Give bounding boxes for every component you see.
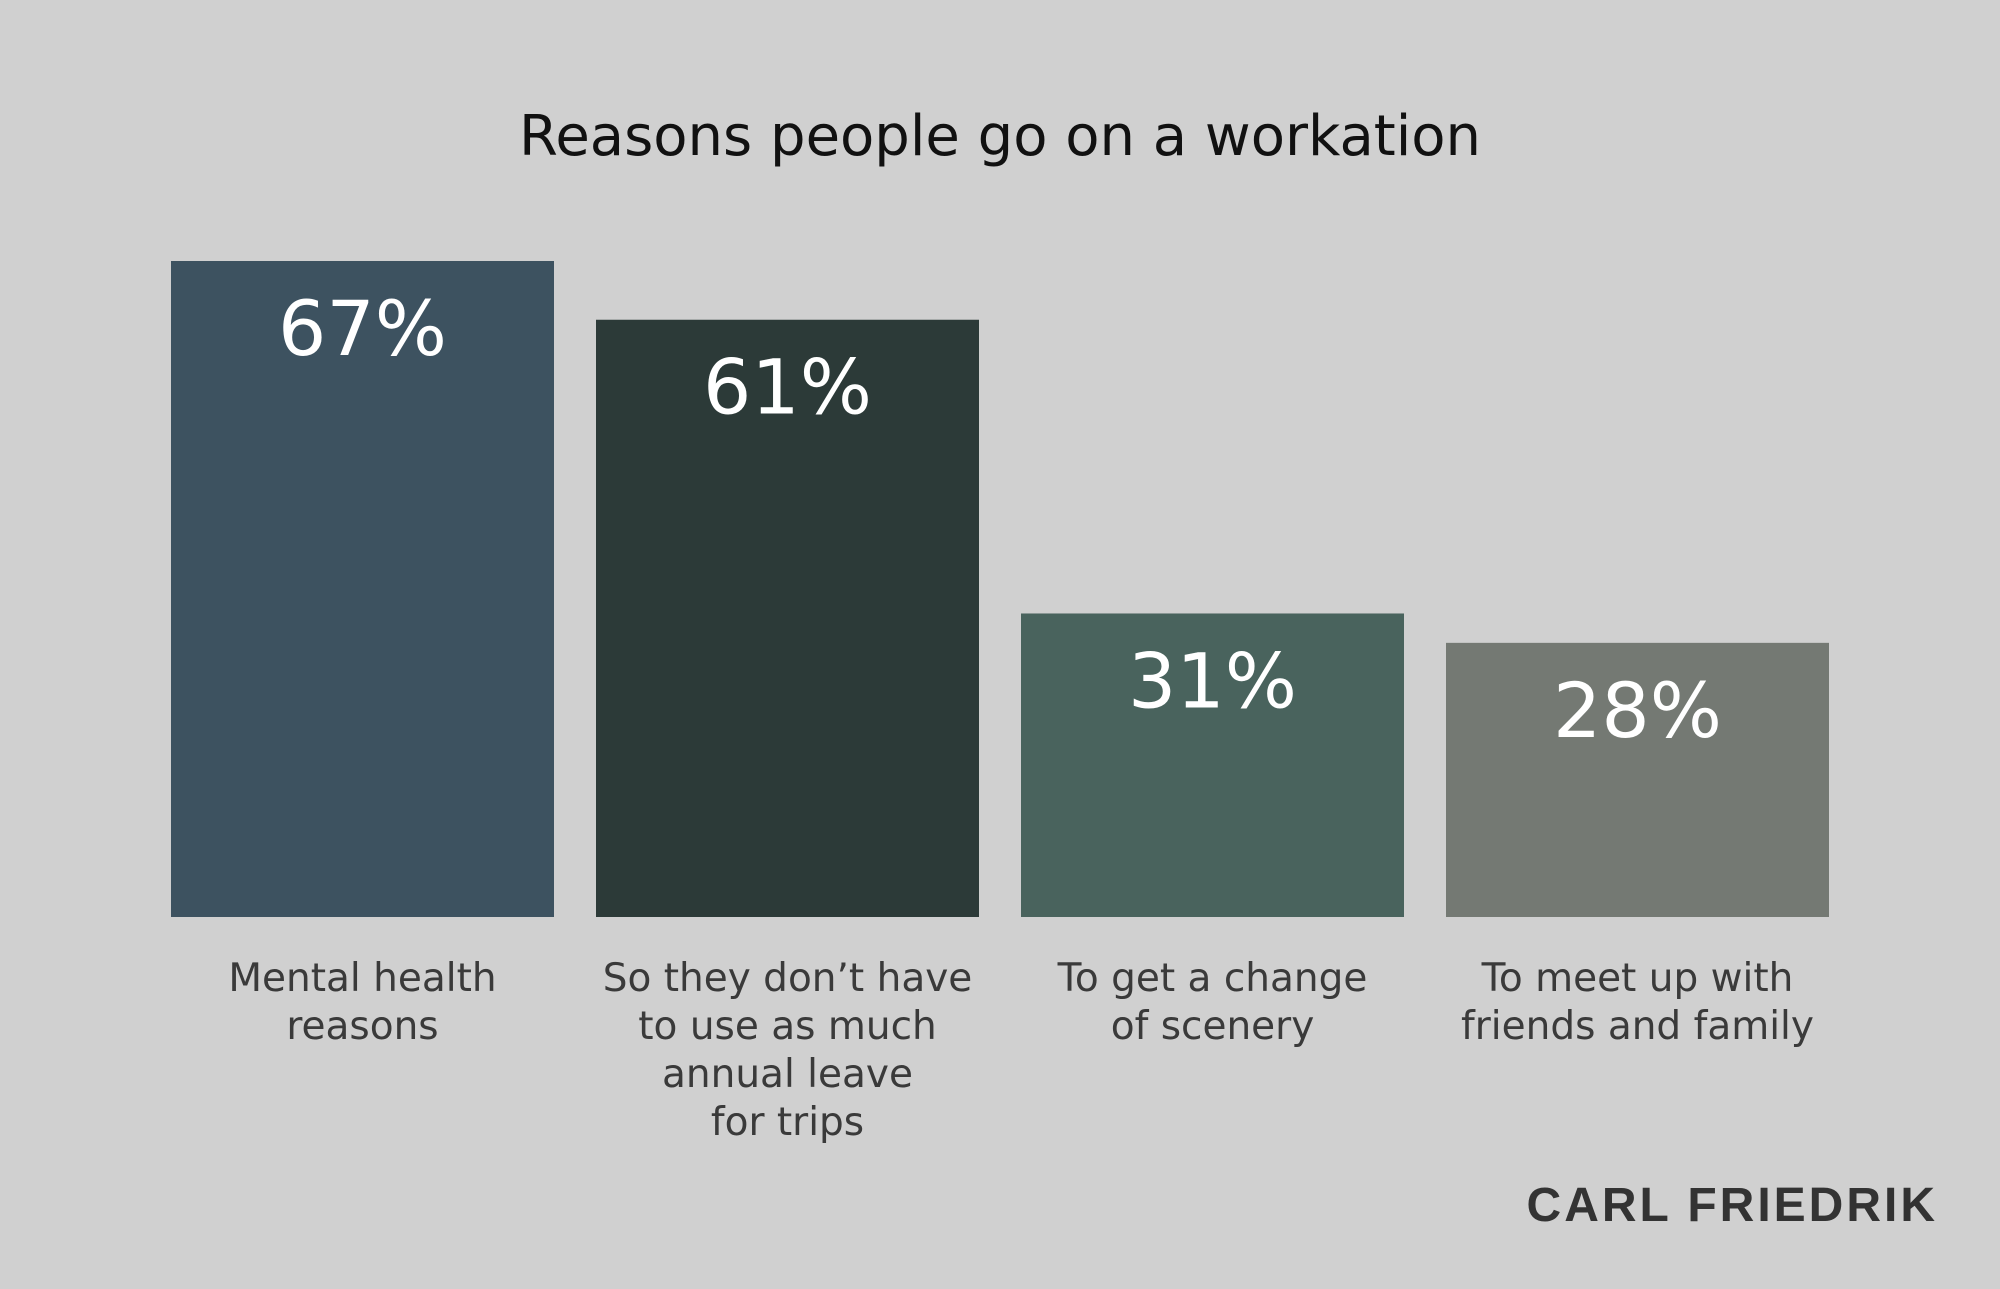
value-label: 28% — [1553, 666, 1722, 755]
bar — [171, 261, 554, 917]
value-label: 61% — [703, 343, 872, 432]
value-label: 67% — [278, 284, 447, 373]
brand: CARL FRIEDRIK — [1526, 1179, 1938, 1232]
category-label: Mental health reasons — [228, 956, 497, 1049]
category-label: To get a change of scenery — [1057, 956, 1368, 1049]
bar — [1446, 642, 1829, 917]
bar — [596, 319, 979, 917]
category-label: To meet up with friends and family — [1461, 956, 1814, 1049]
value-label: 31% — [1128, 636, 1297, 725]
category-label: So they don’t have to use as much annual… — [602, 956, 973, 1145]
bar — [1021, 613, 1404, 917]
chart-title: Reasons people go on a workation — [518, 104, 1482, 169]
